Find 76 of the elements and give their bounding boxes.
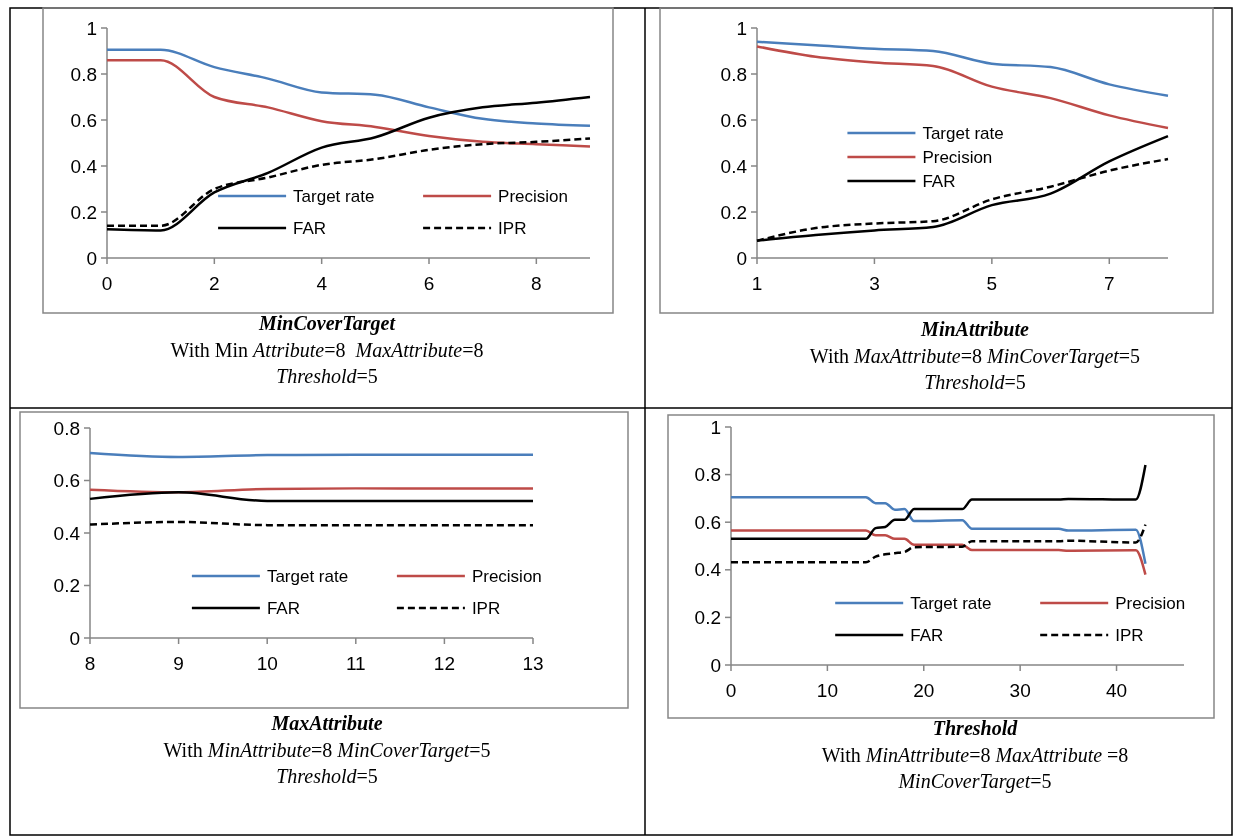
line-series [729,495,1147,566]
y-tick-label: 0 [736,247,747,269]
text: With MaxAttribute=8 MinCoverTarget=5 [809,345,1141,368]
legend-label: FAR [266,598,300,618]
line-series [105,58,592,148]
text: With MinAttribute=8 MaxAttribute =8 [821,744,1129,766]
y-tick-label: 0 [69,627,80,649]
x-tick-label: 8 [84,653,96,674]
x-axis-title: Threshold [932,717,1019,739]
x-axis-title: MinAttribute [920,318,1030,340]
legend-label: Target rate [293,186,375,206]
y-tick-label: 0.8 [720,63,747,85]
legend-label: FAR [293,218,327,238]
legend-label: Target rate [910,593,992,613]
x-tick-label: 30 [1009,680,1031,701]
y-tick-label: 0.6 [720,109,747,131]
y-tick-label: 1 [736,17,747,39]
legend-label: Precision [498,186,569,206]
y-tick-label: 0 [86,247,97,269]
x-axis-title: MaxAttribute [270,712,383,734]
text: With Min Attribute=8 MaxAttribute=8 [170,339,484,361]
x-tick-label: 9 [173,653,184,674]
x-tick-label: 0 [101,273,113,294]
y-tick-label: 1 [86,17,97,39]
y-tick-label: 0.6 [70,109,97,131]
y-tick-label: 0.4 [694,559,722,581]
x-tick-label: 40 [1105,680,1128,701]
x-tick-label: 6 [423,273,435,294]
legend-label: IPR [1115,625,1144,645]
x-axis-title: MinCoverTarget [258,312,397,335]
y-tick-label: 0.2 [70,201,97,223]
legend-label: FAR [922,171,956,191]
y-tick-label: 0.6 [53,470,80,492]
x-tick-label: 5 [986,273,998,294]
x-tick-label: 2 [209,273,220,294]
line-series [729,523,1147,564]
y-tick-label: 1 [710,416,721,438]
text: Threshold=5 [276,765,378,787]
x-tick-label: 13 [522,653,544,674]
x-tick-label: 10 [816,680,838,701]
legend-label: Precision [1115,593,1186,613]
y-tick-label: 0.6 [694,511,721,533]
line-series [105,48,592,127]
line-series [105,95,592,232]
x-tick-label: 1 [751,273,763,294]
x-tick-label: 20 [913,680,935,701]
y-tick-label: 0.4 [53,522,81,544]
legend-label: IPR [498,218,527,238]
text: With MinAttribute=8 MinCoverTarget=5 [163,739,491,762]
y-tick-label: 0.8 [694,464,721,486]
legend-label: Target rate [922,123,1004,143]
legend-label: IPR [471,598,501,618]
line-series [755,40,1170,98]
legend-label: Precision [922,147,993,167]
y-tick-label: 0.2 [694,607,721,629]
x-tick-label: 8 [531,273,542,294]
x-tick-label: 7 [1104,273,1115,294]
x-tick-label: 4 [316,273,328,294]
x-tick-label: 10 [256,653,278,674]
text: Threshold=5 [924,371,1026,393]
x-tick-label: 3 [869,273,880,294]
y-tick-label: 0.2 [53,575,80,597]
y-tick-label: 0.4 [720,155,748,177]
legend-label: FAR [910,625,944,645]
line-series [729,529,1147,576]
y-tick-label: 0.8 [70,63,97,85]
y-tick-label: 0.4 [70,155,98,177]
text: Threshold=5 [276,365,378,387]
text: MinCoverTarget=5 [897,770,1052,793]
y-tick-label: 0.2 [720,201,747,223]
legend-label: Precision [471,566,542,586]
x-tick-label: 11 [345,653,366,674]
y-tick-label: 0.8 [53,417,80,439]
line-series [729,463,1147,541]
legend-label: Target rate [266,566,349,586]
x-tick-label: 12 [433,653,455,674]
